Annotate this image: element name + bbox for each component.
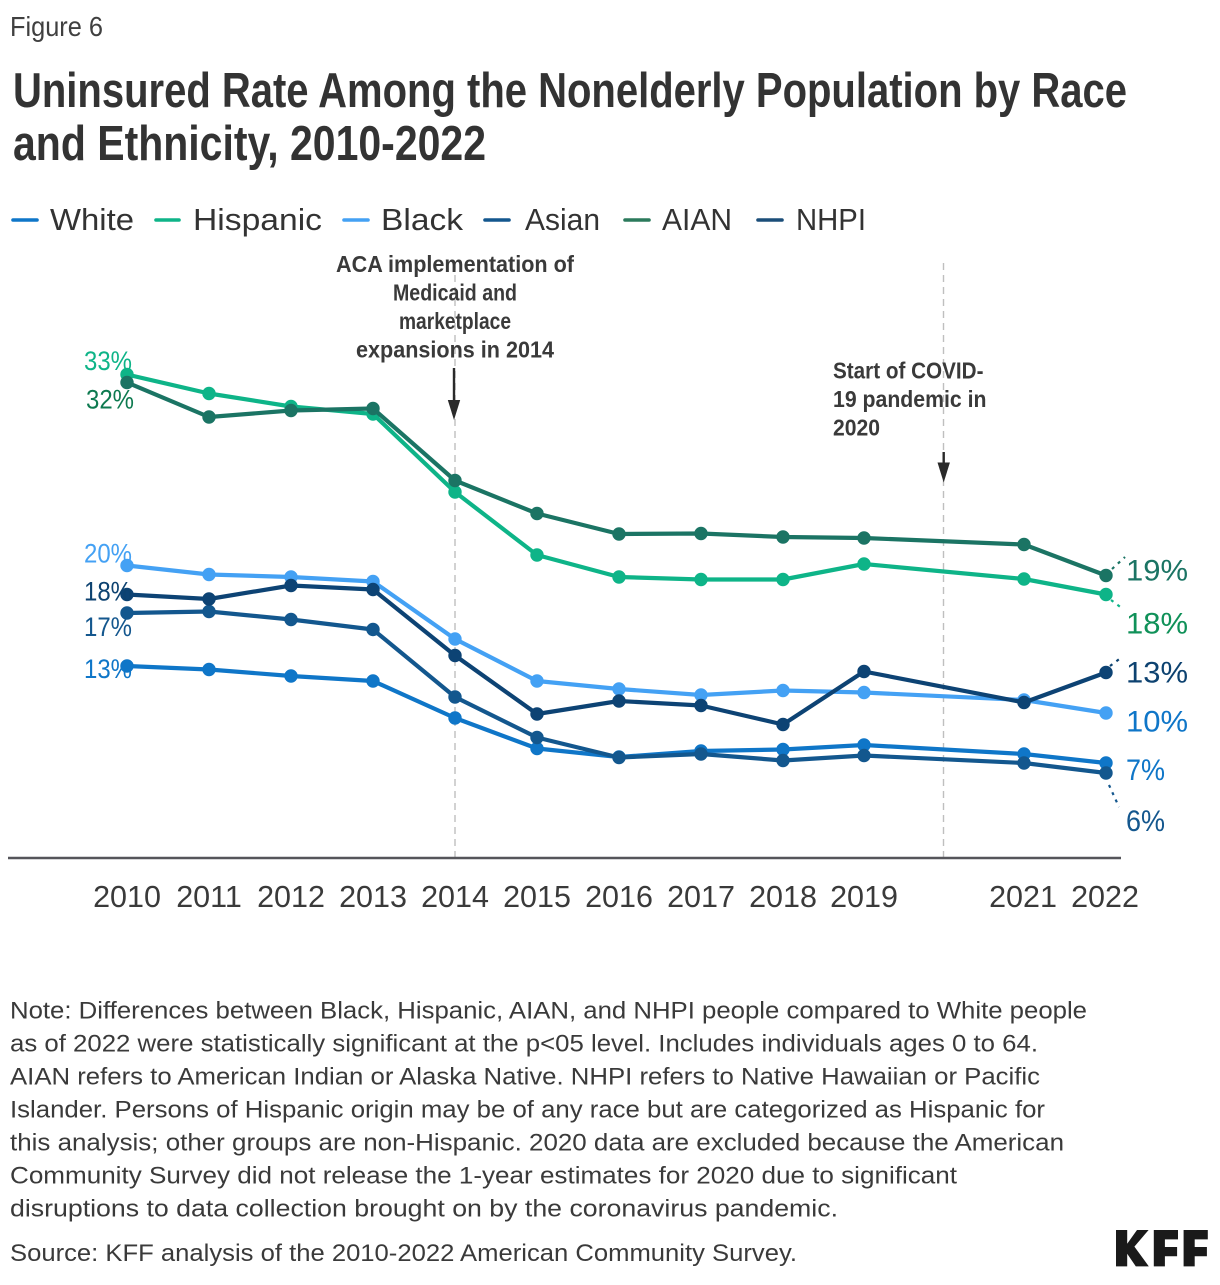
svg-text:Source: KFF analysis of the 20: Source: KFF analysis of the 2010-2022 Am… — [10, 1240, 797, 1267]
svg-text:13%: 13% — [84, 654, 132, 684]
svg-text:19%: 19% — [1126, 555, 1188, 588]
svg-text:Hispanic: Hispanic — [193, 202, 322, 237]
svg-text:19 pandemic in: 19 pandemic in — [833, 386, 987, 412]
svg-text:expansions in 2014: expansions in 2014 — [356, 337, 554, 363]
svg-text:disruptions to data collection: disruptions to data collection brought o… — [10, 1196, 838, 1223]
svg-text:7%: 7% — [1126, 754, 1165, 787]
svg-text:2012: 2012 — [257, 880, 325, 914]
svg-text:20%: 20% — [84, 539, 132, 569]
svg-text:this analysis; other groups ar: this analysis; other groups are non-Hisp… — [10, 1130, 1064, 1157]
svg-text:AIAN: AIAN — [662, 202, 732, 237]
svg-text:2014: 2014 — [421, 880, 489, 914]
svg-text:13%: 13% — [1126, 657, 1188, 690]
svg-text:32%: 32% — [86, 385, 134, 415]
svg-text:Black: Black — [381, 202, 464, 237]
svg-text:2020: 2020 — [833, 415, 880, 441]
svg-text:33%: 33% — [84, 346, 132, 376]
svg-text:Community Survey did not relea: Community Survey did not release the 1-y… — [10, 1163, 957, 1190]
svg-text:17%: 17% — [84, 612, 132, 642]
svg-text:2019: 2019 — [830, 880, 898, 914]
svg-text:ACA implementation of: ACA implementation of — [336, 251, 574, 277]
svg-text:AIAN refers to American Indian: AIAN refers to American Indian or Alaska… — [10, 1064, 1040, 1091]
svg-text:NHPI: NHPI — [796, 202, 866, 237]
svg-text:2013: 2013 — [339, 880, 407, 914]
svg-text:Start of COVID-: Start of COVID- — [833, 358, 984, 384]
svg-text:Islander. Persons of Hispanic: Islander. Persons of Hispanic origin may… — [10, 1097, 1045, 1124]
svg-text:Figure 6: Figure 6 — [10, 11, 103, 42]
svg-text:Note: Differences between Blac: Note: Differences between Black, Hispani… — [10, 998, 1087, 1025]
svg-text:Asian: Asian — [525, 202, 600, 237]
svg-text:Uninsured Rate Among the Nonel: Uninsured Rate Among the Nonelderly Popu… — [13, 64, 1127, 118]
svg-text:and Ethnicity, 2010-2022: and Ethnicity, 2010-2022 — [13, 117, 486, 171]
svg-text:2010: 2010 — [93, 880, 161, 914]
svg-text:2022: 2022 — [1071, 880, 1139, 914]
svg-text:2016: 2016 — [585, 880, 653, 914]
svg-text:2015: 2015 — [503, 880, 571, 914]
svg-text:marketplace: marketplace — [399, 308, 511, 334]
svg-text:18%: 18% — [1126, 608, 1188, 641]
svg-text:2018: 2018 — [749, 880, 817, 914]
svg-text:10%: 10% — [1126, 706, 1188, 739]
svg-text:2017: 2017 — [667, 880, 735, 914]
svg-text:White: White — [50, 202, 134, 237]
svg-text:as of 2022 were statistically: as of 2022 were statistically significan… — [10, 1031, 1038, 1058]
svg-text:2011: 2011 — [176, 880, 242, 914]
svg-text:18%: 18% — [84, 577, 132, 607]
svg-text:Medicaid and: Medicaid and — [393, 280, 517, 306]
svg-text:2021: 2021 — [989, 880, 1057, 914]
svg-text:6%: 6% — [1126, 805, 1165, 838]
